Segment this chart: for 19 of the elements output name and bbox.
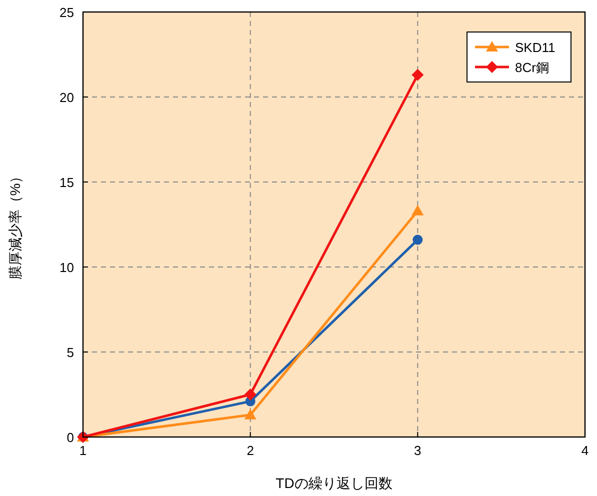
x-tick-label: 3 [414, 443, 422, 458]
y-tick-label: 5 [66, 345, 74, 360]
point [412, 204, 424, 216]
y-tick-label: 10 [60, 260, 74, 275]
point [412, 234, 423, 245]
y-tick-label: 20 [60, 90, 74, 105]
y-axis-title: 膜厚減少率（%） [7, 169, 23, 280]
point [244, 408, 256, 420]
x-axis-title: TDの繰り返し回数 [276, 475, 392, 491]
x-tick-label: 4 [581, 443, 589, 458]
y-tick-label: 25 [60, 5, 74, 20]
point [412, 68, 424, 81]
y-tick-label: 15 [60, 175, 74, 190]
y-tick-label: 0 [66, 430, 74, 445]
x-tick-label: 1 [79, 443, 87, 458]
x-tick-label: 2 [246, 443, 254, 458]
point [244, 388, 256, 400]
legend-label: 8Cr鋼 [515, 60, 549, 75]
legend-label: SKD11 [515, 40, 556, 55]
